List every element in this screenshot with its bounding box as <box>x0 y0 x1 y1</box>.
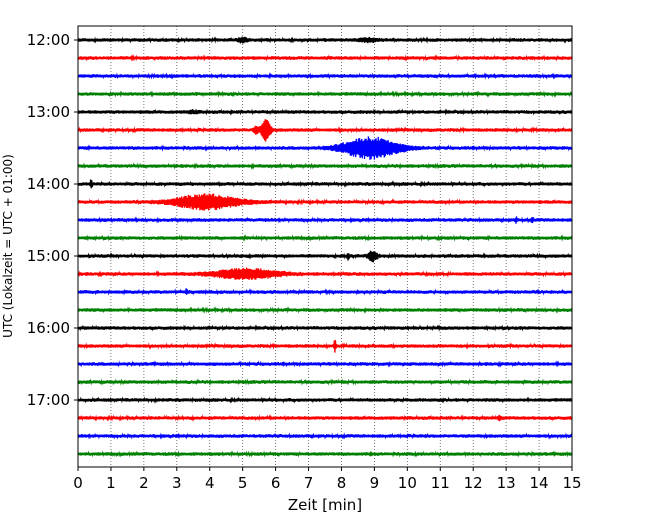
trace-line <box>77 36 573 44</box>
trace-line <box>77 72 573 80</box>
y-tick-label: 17:00 <box>27 391 70 409</box>
x-axis-label: Zeit [min] <box>288 496 362 514</box>
y-tick-label: 14:00 <box>27 175 70 193</box>
y-tick-label: 16:00 <box>27 319 70 337</box>
trace-line <box>77 340 573 353</box>
y-tick-label: 12:00 <box>27 31 70 49</box>
trace-line <box>77 234 573 242</box>
trace-line <box>77 396 573 404</box>
x-tick-label: 11 <box>431 474 450 492</box>
x-tick-label: 7 <box>304 474 314 492</box>
x-tick-label: 12 <box>464 474 483 492</box>
trace-line <box>77 306 573 314</box>
trace-line <box>77 450 573 458</box>
trace-line <box>77 414 573 422</box>
trace-line <box>77 324 573 332</box>
x-tick-label: 9 <box>370 474 380 492</box>
plot-frame <box>77 25 573 468</box>
trace-line <box>77 54 573 62</box>
x-tick-label: 1 <box>106 474 116 492</box>
y-tick-label: 15:00 <box>27 247 70 265</box>
x-tick-label: 10 <box>398 474 417 492</box>
trace-line <box>77 90 573 98</box>
trace-line <box>77 267 573 280</box>
trace-line <box>77 288 573 296</box>
x-tick-label: 6 <box>271 474 281 492</box>
x-tick-label: 3 <box>172 474 182 492</box>
x-tick-label: 8 <box>337 474 347 492</box>
x-tick-label: 5 <box>238 474 248 492</box>
y-axis-label: UTC (Lokalzeit = UTC + 01:00) <box>1 154 15 338</box>
x-tick-label: 4 <box>205 474 215 492</box>
trace-line <box>77 360 573 368</box>
x-tick-label: 2 <box>139 474 149 492</box>
trace-line <box>77 193 573 211</box>
y-tick-label: 13:00 <box>27 103 70 121</box>
trace-line <box>77 179 573 189</box>
x-tick-label: 15 <box>562 474 581 492</box>
trace-line <box>77 162 573 170</box>
trace-line <box>77 136 573 160</box>
trace-series <box>77 36 573 458</box>
trace-line <box>77 119 573 142</box>
x-tick-label: 14 <box>530 474 549 492</box>
trace-line <box>77 432 573 440</box>
x-axis-ticks: 0 1 2 3 4 5 6 7 8 9 10 11 12 13 14 15 <box>73 467 582 492</box>
x-tick-label: 0 <box>73 474 83 492</box>
trace-line <box>77 216 573 224</box>
trace-line <box>77 250 573 263</box>
y-axis-ticks: 12:00 13:00 14:00 15:00 16:00 17:00 <box>27 31 78 409</box>
trace-line <box>77 108 573 116</box>
x-tick-label: 13 <box>497 474 516 492</box>
trace-line <box>77 378 573 386</box>
